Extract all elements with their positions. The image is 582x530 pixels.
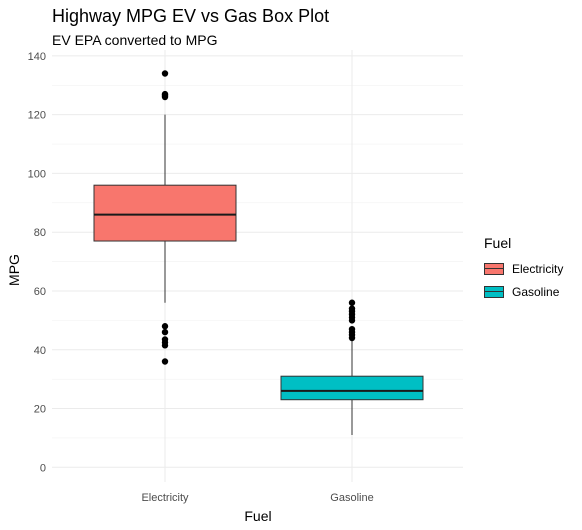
box-gasoline xyxy=(280,299,424,435)
legend-label-gasoline: Gasoline xyxy=(512,285,560,299)
y-tick-label: 0 xyxy=(40,462,46,474)
legend-item-gasoline: Gasoline xyxy=(484,285,559,299)
y-axis-label: MPG xyxy=(6,254,22,286)
grid-lines xyxy=(52,50,463,482)
x-tick-label: Electricity xyxy=(141,492,189,504)
outlier-point xyxy=(348,305,356,312)
y-tick-label: 100 xyxy=(28,168,46,180)
outlier-point xyxy=(161,358,169,365)
y-tick-labels: 0 20 40 60 80 100 120 140 xyxy=(28,51,46,474)
y-tick-label: 60 xyxy=(34,286,46,298)
legend-title: Fuel xyxy=(484,235,512,251)
y-tick-label: 20 xyxy=(34,404,46,416)
y-tick-label: 120 xyxy=(28,110,46,122)
legend-swatch-electricity xyxy=(484,263,504,275)
outlier-point xyxy=(348,325,356,333)
iqr-box xyxy=(280,375,424,401)
legend-item-electricity: Electricity xyxy=(484,262,563,276)
legend-swatch-gasoline xyxy=(484,286,504,298)
outlier-point xyxy=(161,70,169,77)
outlier-point xyxy=(348,299,356,306)
chart-title: Highway MPG EV vs Gas Box Plot xyxy=(52,6,330,26)
x-tick-label: Gasoline xyxy=(330,492,373,504)
y-tick-label: 40 xyxy=(34,345,46,357)
outlier-point xyxy=(161,323,169,330)
boxes xyxy=(93,70,424,435)
x-axis-label: Fuel xyxy=(244,508,271,524)
y-tick-label: 140 xyxy=(28,51,46,63)
box-electricity xyxy=(93,70,237,365)
outlier-point xyxy=(161,90,169,98)
outlier-point xyxy=(161,328,169,336)
y-tick-label: 80 xyxy=(34,227,46,239)
x-tick-labels: Electricity Gasoline xyxy=(141,492,373,504)
legend-label-electricity: Electricity xyxy=(512,262,564,276)
outlier-point xyxy=(161,336,169,343)
iqr-box xyxy=(93,184,237,242)
chart-subtitle: EV EPA converted to MPG xyxy=(52,32,218,48)
